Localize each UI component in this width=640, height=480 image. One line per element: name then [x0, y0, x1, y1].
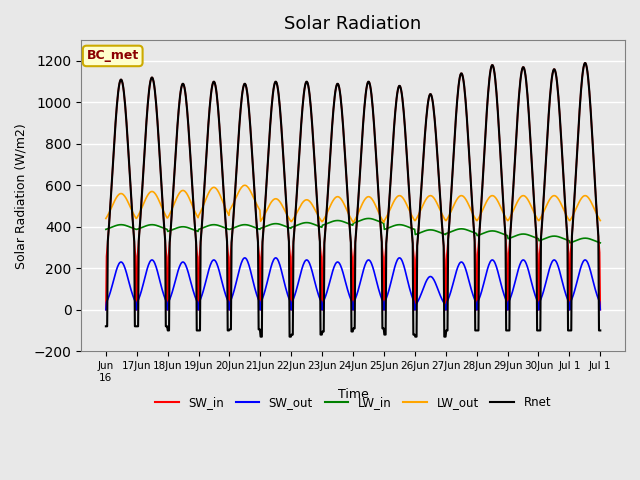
X-axis label: Time: Time: [338, 388, 369, 401]
Y-axis label: Solar Radiation (W/m2): Solar Radiation (W/m2): [15, 123, 28, 268]
Text: BC_met: BC_met: [86, 49, 139, 62]
Legend: SW_in, SW_out, LW_in, LW_out, Rnet: SW_in, SW_out, LW_in, LW_out, Rnet: [150, 391, 556, 414]
Title: Solar Radiation: Solar Radiation: [284, 15, 422, 33]
